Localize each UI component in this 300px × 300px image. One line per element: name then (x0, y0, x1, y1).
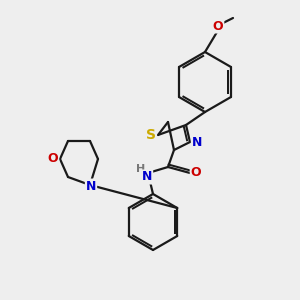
Text: O: O (191, 167, 201, 179)
Text: O: O (48, 152, 58, 166)
Text: H: H (136, 164, 146, 174)
Text: N: N (142, 170, 152, 184)
Text: N: N (86, 179, 96, 193)
Text: S: S (146, 128, 156, 142)
Text: O: O (213, 20, 223, 32)
Text: N: N (192, 136, 202, 148)
